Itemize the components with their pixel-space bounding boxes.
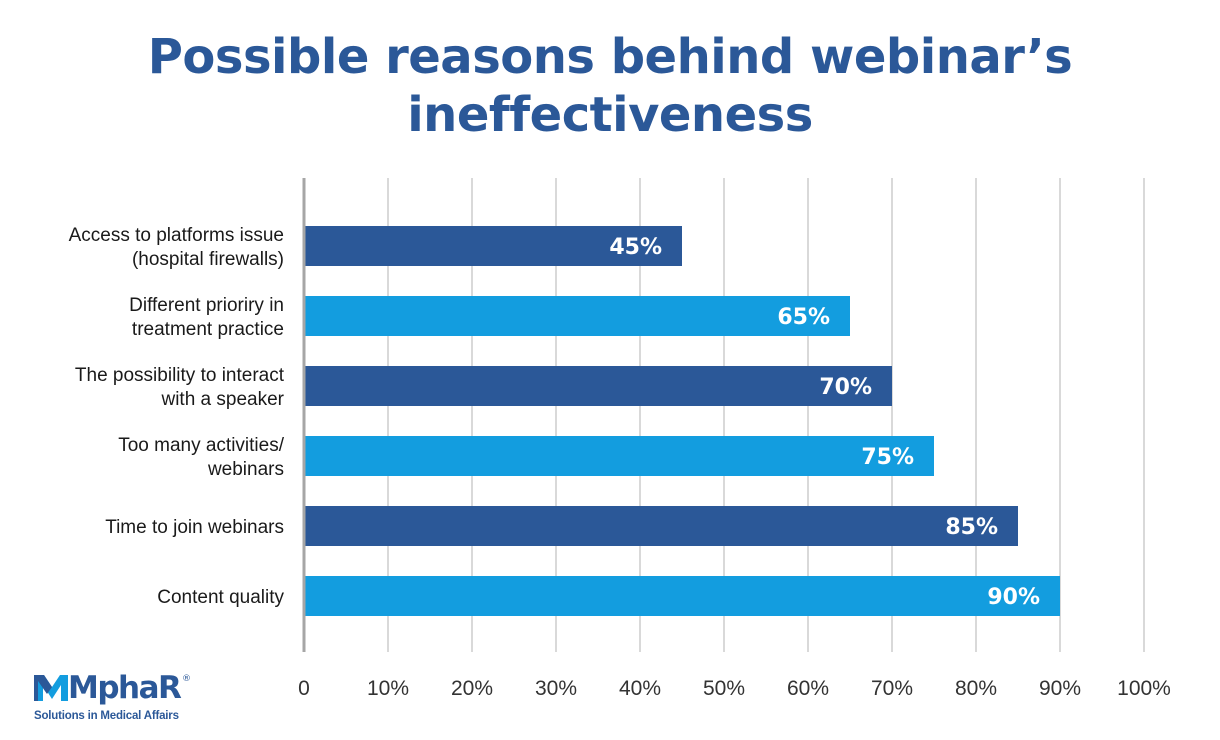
- x-tick-label: 60%: [787, 677, 829, 700]
- category-label: webinars: [207, 459, 284, 480]
- x-tick-label: 80%: [955, 677, 997, 700]
- category-label: Too many activities/: [118, 435, 285, 456]
- bar-data-label: 90%: [987, 585, 1040, 610]
- bar: [304, 576, 1060, 616]
- x-tick-label: 0: [298, 677, 310, 700]
- x-tick-label: 100%: [1117, 677, 1171, 700]
- chart-title: Possible reasons behind webinar’s ineffe…: [0, 28, 1220, 144]
- bar: [304, 506, 1018, 546]
- category-label: treatment practice: [132, 319, 284, 340]
- x-tick-label: 20%: [451, 677, 493, 700]
- category-label: Access to platforms issue: [69, 225, 284, 246]
- category-label: Content quality: [157, 587, 284, 608]
- bar-data-label: 85%: [945, 515, 998, 540]
- bar: [304, 296, 850, 336]
- x-tick-label: 70%: [871, 677, 913, 700]
- x-tick-label: 90%: [1039, 677, 1081, 700]
- category-label: Different prioriry in: [129, 295, 284, 316]
- bar: [304, 366, 892, 406]
- x-tick-label: 10%: [367, 677, 409, 700]
- category-label: with a speaker: [160, 389, 284, 410]
- bar-data-label: 65%: [777, 305, 830, 330]
- x-tick-label: 50%: [703, 677, 745, 700]
- bar-data-label: 70%: [819, 375, 872, 400]
- category-label: (hospital firewalls): [132, 249, 284, 270]
- logo-mark-icon: [34, 675, 68, 701]
- x-tick-label: 30%: [535, 677, 577, 700]
- logo-tagline: Solutions in Medical Affairs: [34, 710, 179, 722]
- chart-title-line-2: ineffectiveness: [407, 87, 813, 143]
- logo-wordmark: MphaR: [68, 670, 182, 706]
- bar-data-label: 45%: [609, 235, 662, 260]
- bar: [304, 226, 682, 266]
- bar: [304, 436, 934, 476]
- bar-data-label: 75%: [861, 445, 914, 470]
- mphar-logo: MphaR ® Solutions in Medical Affairs: [34, 670, 204, 728]
- category-label: Time to join webinars: [105, 517, 284, 538]
- logo-registered-mark: ®: [182, 674, 191, 684]
- chart-title-line-1: Possible reasons behind webinar’s: [147, 29, 1073, 85]
- x-tick-label: 40%: [619, 677, 661, 700]
- category-label: The possibility to interact: [75, 365, 285, 386]
